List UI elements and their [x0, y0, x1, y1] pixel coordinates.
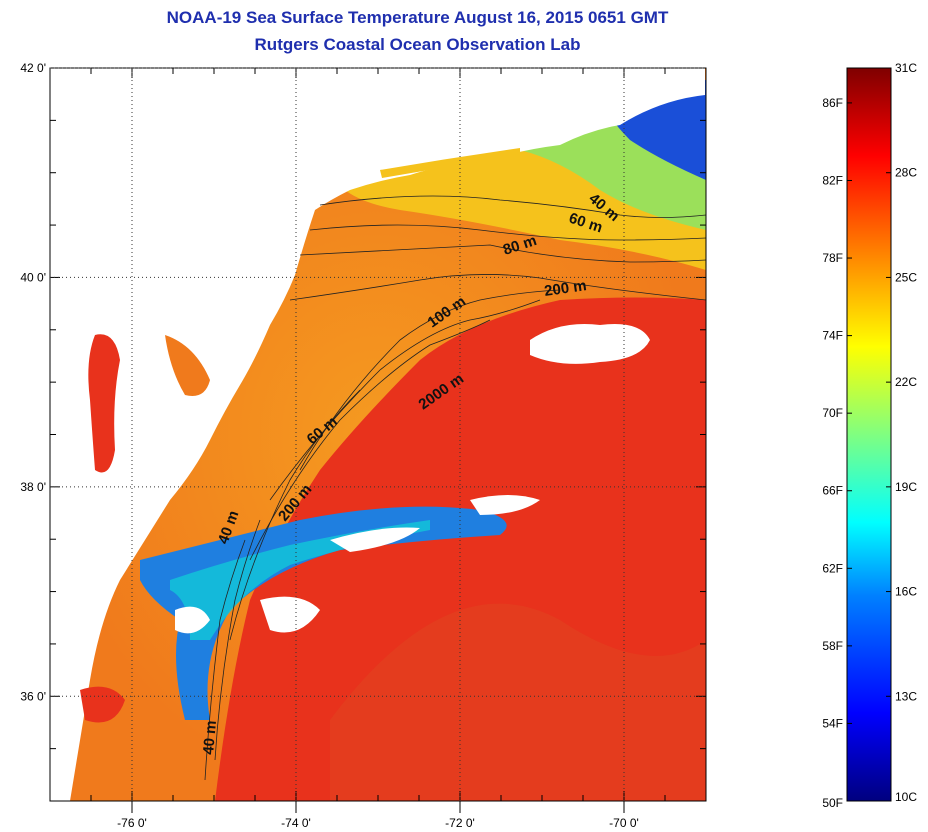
sst-imagery [50, 68, 706, 801]
pamlico-sound [80, 686, 125, 723]
land-mass [50, 68, 705, 801]
colorbar-f-label: 74F [822, 329, 843, 343]
bathymetry-contours [204, 195, 706, 781]
lon-tick-label: -74 0' [281, 816, 311, 830]
colorbar-f-label: 86F [822, 96, 843, 110]
cold-upwelling-band [140, 506, 507, 720]
long-island-sound [380, 148, 520, 178]
warm-eddy [330, 603, 706, 801]
delaware-bay [165, 335, 210, 396]
chesapeake-bay [88, 334, 120, 473]
colorbar-c-label: 13C [895, 689, 917, 703]
colorbar-c-label: 22C [895, 375, 917, 389]
colorbar-c-label: 25C [895, 270, 917, 284]
colorbar-f-label: 82F [822, 173, 843, 187]
cloud-patch [330, 527, 420, 552]
map-title: NOAA-19 Sea Surface Temperature August 1… [166, 8, 669, 27]
lat-tick-label: 42 0' [20, 61, 46, 75]
map-subtitle: Rutgers Coastal Ocean Observation Lab [254, 35, 581, 54]
colorbar-c-label: 19C [895, 480, 917, 494]
lat-tick-label: 38 0' [20, 480, 46, 494]
colorbar-f-label: 50F [822, 796, 843, 810]
contour-label: 200 m [543, 277, 587, 300]
contour-label: 40 m [200, 720, 220, 756]
lat-tick-label: 36 0' [20, 689, 46, 703]
colorbar-f-label: 66F [822, 484, 843, 498]
colorbar-c-label: 10C [895, 790, 917, 804]
colorbar-ticks: 31C 28C 25C 22C 19C 16C 13C 10C 86F 82F 78F 74F 70F 6… [822, 61, 917, 810]
colorbar-f-label: 70F [822, 406, 843, 420]
cloud-patch [470, 495, 540, 515]
colorbar-f-label: 62F [822, 561, 843, 575]
cloud-patch [260, 596, 320, 633]
colorbar-f-label: 78F [822, 251, 843, 265]
colorbar-c-label: 28C [895, 166, 917, 180]
lon-tick-label: -70 0' [609, 816, 639, 830]
colorbar-f-label: 58F [822, 639, 843, 653]
cloud-patch [175, 606, 210, 634]
colorbar-f-label: 54F [822, 716, 843, 730]
lat-tick-label: 40 0' [20, 270, 46, 284]
lon-tick-label: -76 0' [117, 816, 147, 830]
lon-tick-label: -72 0' [445, 816, 475, 830]
colorbar-c-label: 31C [895, 61, 917, 75]
cloud-patch [530, 324, 650, 364]
colorbar [846, 67, 892, 802]
graticule: -76 0' -74 0' -72 0' -70 0' 42 0' 40 0' 38 0' 3… [20, 61, 707, 830]
colorbar-c-label: 16C [895, 585, 917, 599]
